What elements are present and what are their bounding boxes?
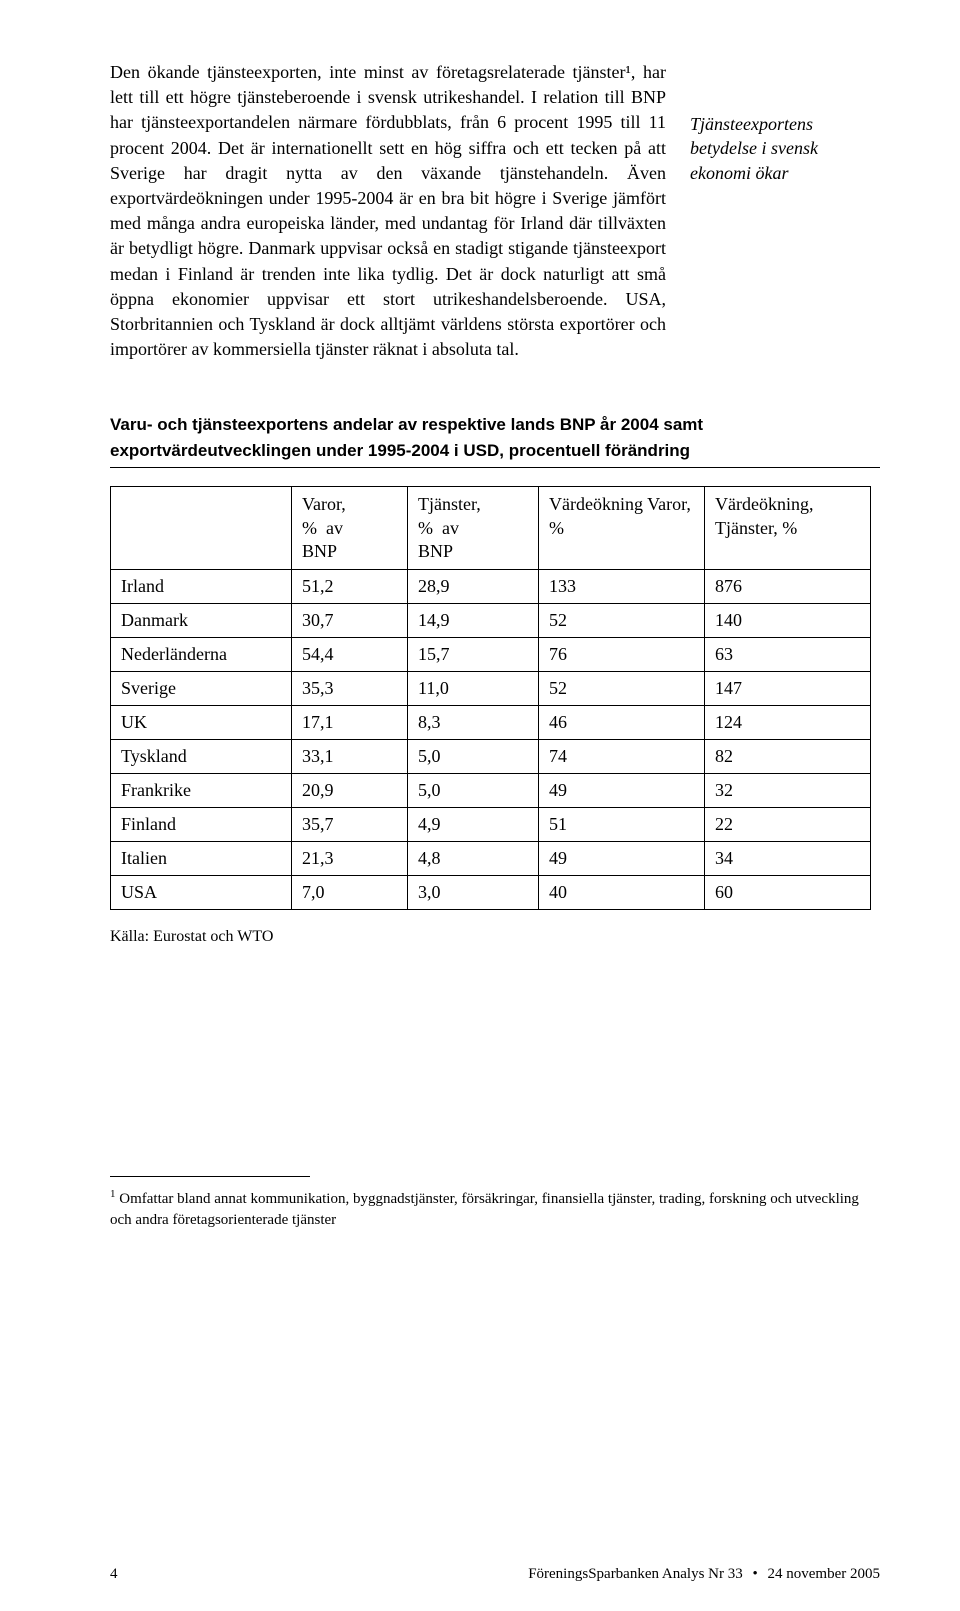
table-cell: Frankrike: [111, 774, 292, 808]
table-header-cell: [111, 487, 292, 570]
table-cell: 14,9: [408, 604, 539, 638]
table-row: Nederländerna54,415,77663: [111, 638, 871, 672]
table-cell: 34: [705, 842, 871, 876]
table-cell: 7,0: [292, 876, 408, 910]
table-cell: 54,4: [292, 638, 408, 672]
table-cell: 147: [705, 672, 871, 706]
table-cell: 63: [705, 638, 871, 672]
table-cell: 60: [705, 876, 871, 910]
table-cell: 35,3: [292, 672, 408, 706]
table-header-cell: Tjänster,% avBNP: [408, 487, 539, 570]
table-cell: 49: [539, 774, 705, 808]
table-title-line1: Varu- och tjänsteexportens andelar av re…: [110, 415, 703, 434]
table-cell: 5,0: [408, 740, 539, 774]
table-cell: 82: [705, 740, 871, 774]
body-paragraph: Den ökande tjänsteexporten, inte minst a…: [110, 60, 666, 362]
table-header-cell: Värdeökning,Tjänster, %: [705, 487, 871, 570]
table-header-cell: Värdeökning Varor, %: [539, 487, 705, 570]
table-cell: 76: [539, 638, 705, 672]
table-cell: Danmark: [111, 604, 292, 638]
table-header-cell: Varor,% avBNP: [292, 487, 408, 570]
data-table: Varor,% avBNPTjänster,% avBNPVärdeökning…: [110, 486, 871, 910]
table-cell: 35,7: [292, 808, 408, 842]
table-cell: Irland: [111, 570, 292, 604]
table-cell: 17,1: [292, 706, 408, 740]
table-cell: 28,9: [408, 570, 539, 604]
table-row: Tyskland33,15,07482: [111, 740, 871, 774]
table-cell: 52: [539, 672, 705, 706]
table-cell: 33,1: [292, 740, 408, 774]
table-cell: 876: [705, 570, 871, 604]
table-cell: 133: [539, 570, 705, 604]
table-row: Frankrike20,95,04932: [111, 774, 871, 808]
table-cell: Nederländerna: [111, 638, 292, 672]
table-cell: 32: [705, 774, 871, 808]
footer-page-number: 4: [110, 1566, 118, 1583]
footer-separator: •: [753, 1566, 758, 1582]
table-cell: UK: [111, 706, 292, 740]
footer-date: 24 november 2005: [768, 1566, 880, 1582]
table-cell: 30,7: [292, 604, 408, 638]
table-cell: 5,0: [408, 774, 539, 808]
table-cell: 140: [705, 604, 871, 638]
table-cell: 4,9: [408, 808, 539, 842]
table-row: UK17,18,346124: [111, 706, 871, 740]
footnote-text: Omfattar bland annat kommunikation, bygg…: [110, 1191, 859, 1227]
table-cell: 46: [539, 706, 705, 740]
table-cell: 3,0: [408, 876, 539, 910]
table-cell: 51: [539, 808, 705, 842]
page-footer: 4 FöreningsSparbanken Analys Nr 33 • 24 …: [110, 1566, 880, 1583]
table-cell: Italien: [111, 842, 292, 876]
table-row: Italien21,34,84934: [111, 842, 871, 876]
table-cell: Tyskland: [111, 740, 292, 774]
margin-note: Tjänsteexportens betydelse i svensk ekon…: [690, 60, 880, 362]
table-cell: 11,0: [408, 672, 539, 706]
table-row: Sverige35,311,052147: [111, 672, 871, 706]
table-cell: 22: [705, 808, 871, 842]
table-cell: 124: [705, 706, 871, 740]
table-cell: 40: [539, 876, 705, 910]
table-title-line2: exportvärdeutvecklingen under 1995-2004 …: [110, 441, 690, 460]
footnote-rule: [110, 1176, 310, 1177]
table-cell: 74: [539, 740, 705, 774]
table-row: Finland35,74,95122: [111, 808, 871, 842]
footnote: 1 Omfattar bland annat kommunikation, by…: [110, 1187, 880, 1230]
table-body: Irland51,228,9133876Danmark30,714,952140…: [111, 570, 871, 910]
table-cell: Finland: [111, 808, 292, 842]
footer-publication: FöreningsSparbanken Analys Nr 33: [528, 1566, 743, 1582]
table-cell: USA: [111, 876, 292, 910]
table-cell: 20,9: [292, 774, 408, 808]
footnote-number: 1: [110, 1188, 116, 1200]
table-cell: Sverige: [111, 672, 292, 706]
table-cell: 21,3: [292, 842, 408, 876]
table-row: Danmark30,714,952140: [111, 604, 871, 638]
table-row: USA7,03,04060: [111, 876, 871, 910]
table-cell: 52: [539, 604, 705, 638]
table-title: Varu- och tjänsteexportens andelar av re…: [110, 412, 880, 468]
table-cell: 4,8: [408, 842, 539, 876]
table-cell: 15,7: [408, 638, 539, 672]
table-cell: 8,3: [408, 706, 539, 740]
table-cell: 49: [539, 842, 705, 876]
table-source: Källa: Eurostat och WTO: [110, 928, 880, 946]
table-header-row: Varor,% avBNPTjänster,% avBNPVärdeökning…: [111, 487, 871, 570]
table-cell: 51,2: [292, 570, 408, 604]
table-row: Irland51,228,9133876: [111, 570, 871, 604]
